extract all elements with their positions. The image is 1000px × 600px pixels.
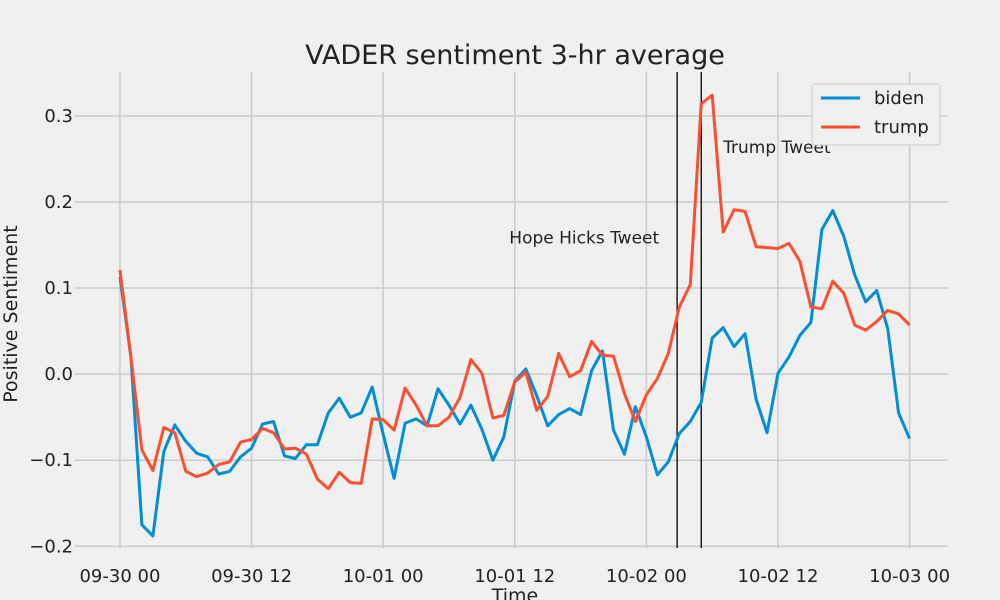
x-tick-label: 09-30 00 bbox=[79, 566, 160, 587]
y-tick-labels: −0.2 −0.1 0.0 0.1 0.2 0.3 bbox=[29, 106, 73, 557]
x-tick-label: 10-01 12 bbox=[474, 566, 555, 587]
series-line-trump bbox=[118, 93, 911, 491]
y-axis-label: Positive Sentiment bbox=[0, 225, 22, 403]
x-tick-labels: 09-30 00 09-30 12 10-01 00 10-01 12 10-02 00… bbox=[79, 566, 950, 587]
series-lines bbox=[118, 93, 911, 538]
legend-label-trump: trump bbox=[874, 117, 929, 138]
annotation-label: Trump Tweet bbox=[722, 138, 831, 158]
annotations: Hope Hicks Tweet Trump Tweet bbox=[509, 138, 831, 248]
y-tick-label: −0.1 bbox=[29, 450, 73, 471]
annotation-label: Hope Hicks Tweet bbox=[509, 228, 659, 248]
x-tick-label: 10-02 00 bbox=[606, 566, 687, 587]
y-tick-label: −0.2 bbox=[29, 536, 73, 557]
y-tick-label: 0.1 bbox=[44, 278, 73, 299]
y-tick-label: 0.0 bbox=[44, 364, 73, 385]
x-tick-label: 09-30 12 bbox=[211, 566, 292, 587]
x-tick-label: 10-02 12 bbox=[738, 566, 819, 587]
legend-label-biden: biden bbox=[874, 88, 924, 109]
x-tick-label: 10-01 00 bbox=[343, 566, 424, 587]
legend: biden trump bbox=[811, 83, 941, 146]
y-tick-label: 0.2 bbox=[44, 192, 73, 213]
x-tick-label: 10-03 00 bbox=[869, 566, 950, 587]
chart-title: VADER sentiment 3-hr average bbox=[305, 40, 725, 71]
y-tick-label: 0.3 bbox=[44, 106, 73, 127]
grid bbox=[75, 72, 948, 548]
x-axis-label: Time bbox=[491, 585, 539, 600]
